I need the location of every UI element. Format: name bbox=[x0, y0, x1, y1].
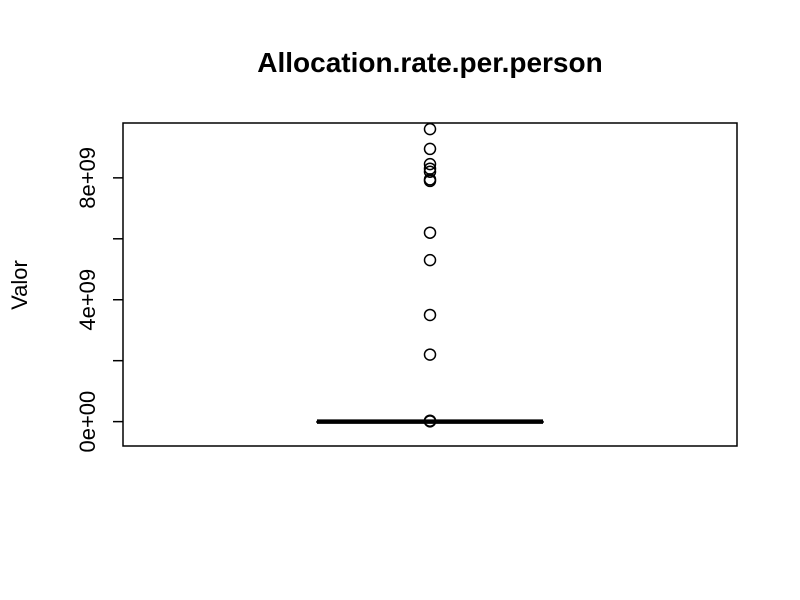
box bbox=[316, 419, 544, 424]
y-axis: 0e+00 4e+09 8e+09 bbox=[75, 147, 123, 453]
y-axis-label: Valor bbox=[7, 260, 32, 310]
outlier-point bbox=[423, 348, 437, 361]
outlier-point bbox=[423, 165, 437, 179]
outlier-point bbox=[423, 142, 437, 156]
outlier-point bbox=[423, 308, 437, 322]
outlier-point bbox=[423, 253, 437, 267]
plot-frame bbox=[122, 122, 738, 447]
y-tick-label: 8e+09 bbox=[75, 147, 100, 209]
chart-title: Allocation.rate.per.person bbox=[257, 47, 602, 78]
outlier-point bbox=[423, 122, 437, 136]
outlier-point bbox=[423, 226, 437, 239]
outliers bbox=[423, 122, 437, 428]
outlier-point bbox=[423, 415, 437, 428]
outlier-point bbox=[423, 157, 437, 171]
y-tick-label: 0e+00 bbox=[75, 391, 100, 453]
y-tick-label: 4e+09 bbox=[75, 269, 100, 331]
outlier-point bbox=[423, 174, 437, 188]
